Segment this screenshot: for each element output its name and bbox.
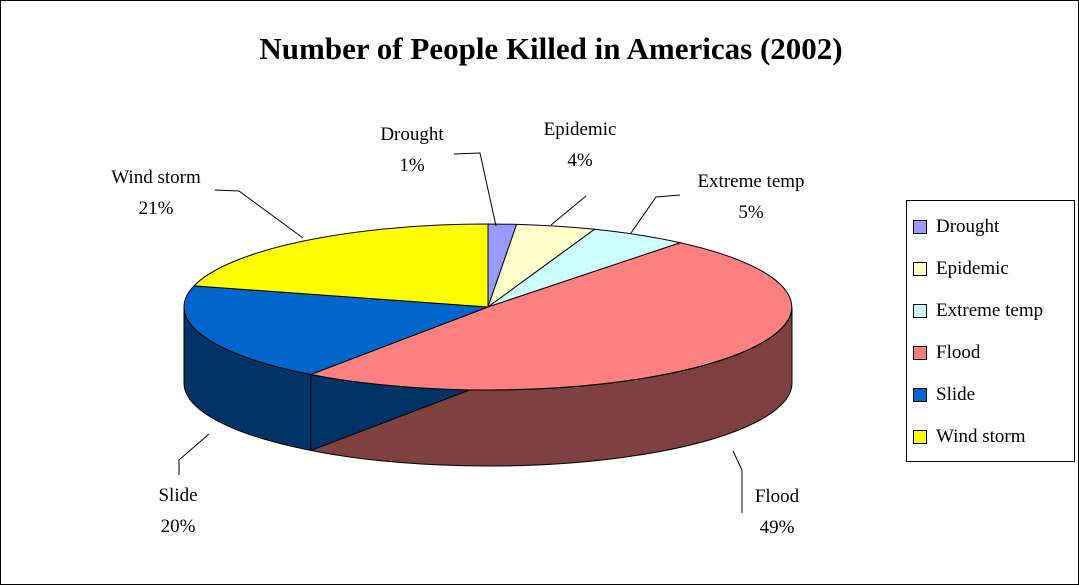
legend-item-extreme-temp: Extreme temp	[913, 299, 1043, 323]
legend-label: Epidemic	[936, 258, 1009, 279]
legend-swatch	[913, 304, 927, 318]
chart-title: Number of People Killed in Americas (200…	[259, 31, 843, 66]
legend-swatch	[913, 346, 927, 360]
data-label-epidemic: Epidemic	[544, 119, 617, 140]
pie-slice-wind-storm	[192, 223, 489, 308]
legend-label: Flood	[936, 342, 981, 363]
legend-label: Drought	[936, 216, 1000, 237]
data-label-slide: Slide	[158, 485, 197, 506]
pie-slice-slide	[183, 285, 489, 375]
legend-label: Slide	[936, 384, 976, 405]
legend-item-slide: Slide	[913, 383, 975, 407]
data-label-percent-flood: 49%	[760, 517, 795, 538]
data-label-percent-epidemic: 4%	[567, 150, 593, 171]
leader-line-drought	[453, 152, 497, 227]
data-label-percent-wind-storm: 21%	[139, 198, 174, 219]
leader-line-slide	[178, 433, 210, 475]
legend-swatch	[913, 388, 927, 402]
pie-slice-flood	[309, 242, 793, 391]
legend-item-flood: Flood	[913, 341, 980, 365]
leader-line-wind-storm	[214, 189, 304, 239]
data-label-percent-extreme-temp: 5%	[738, 202, 764, 223]
legend-item-epidemic: Epidemic	[913, 257, 1009, 281]
data-label-extreme-temp: Extreme temp	[697, 171, 804, 192]
data-label-drought: Drought	[380, 124, 444, 145]
legend-swatch	[913, 430, 927, 444]
legend-label: Wind storm	[936, 426, 1026, 447]
data-label-percent-slide: 20%	[161, 516, 196, 537]
data-label-flood: Flood	[755, 486, 800, 507]
data-label-percent-drought: 1%	[399, 155, 425, 176]
legend-item-drought: Drought	[913, 215, 999, 239]
data-label-wind-storm: Wind storm	[111, 167, 201, 188]
legend-label: Extreme temp	[936, 300, 1044, 321]
legend-swatch	[913, 220, 927, 234]
leader-line-flood	[732, 450, 743, 513]
legend: Drought Epidemic Extreme temp Flood Slide Win…	[906, 200, 1075, 462]
legend-item-wind-storm: Wind storm	[913, 425, 1025, 449]
legend-swatch	[913, 262, 927, 276]
leader-line-epidemic	[550, 195, 587, 226]
leader-line-extreme-temp	[630, 194, 681, 234]
